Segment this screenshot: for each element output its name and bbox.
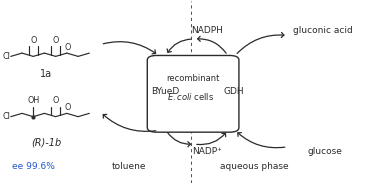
Text: BYueD: BYueD [151, 88, 179, 96]
Text: NADPH: NADPH [191, 26, 223, 35]
Text: Cl: Cl [2, 112, 10, 121]
Text: (R)-1b: (R)-1b [31, 137, 62, 147]
Text: ee 99.6%: ee 99.6% [12, 162, 55, 171]
Text: O: O [53, 36, 59, 45]
Text: O: O [65, 103, 71, 112]
Text: recombinant: recombinant [166, 74, 220, 83]
Text: GDH: GDH [224, 88, 245, 96]
FancyBboxPatch shape [147, 56, 239, 132]
Text: aqueous phase: aqueous phase [220, 162, 288, 171]
Text: OH: OH [27, 96, 39, 105]
Text: O: O [53, 96, 59, 105]
Text: O: O [30, 36, 36, 45]
Text: gluconic acid: gluconic acid [293, 26, 353, 35]
Text: Cl: Cl [2, 52, 10, 61]
Text: 1a: 1a [40, 69, 53, 79]
Text: $\it{E. coli}$ cells: $\it{E. coli}$ cells [167, 91, 214, 102]
Text: toluene: toluene [112, 162, 146, 171]
Text: glucose: glucose [308, 147, 342, 156]
Text: NADP⁺: NADP⁺ [192, 147, 222, 156]
Text: O: O [65, 43, 71, 52]
